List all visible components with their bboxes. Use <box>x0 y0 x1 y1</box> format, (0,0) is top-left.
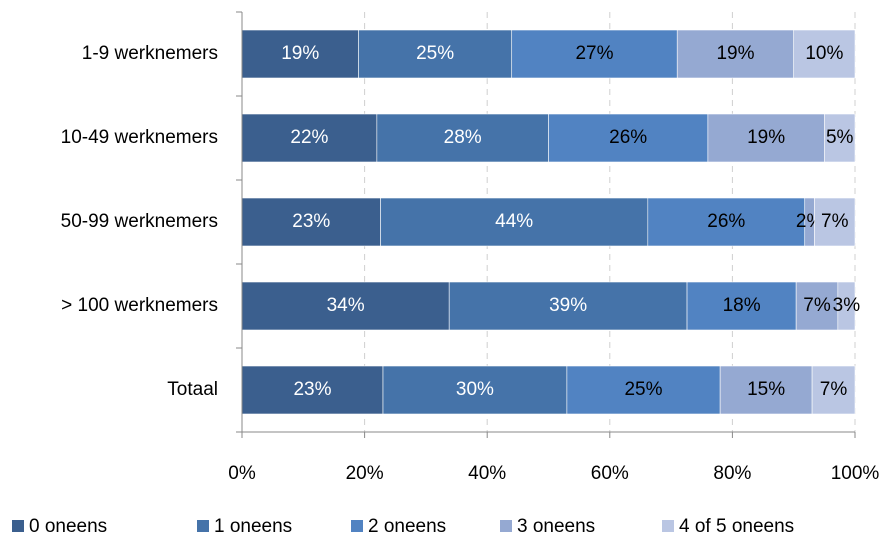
x-tick-label: 20% <box>346 463 384 484</box>
y-tick-label: 10-49 werknemers <box>61 127 218 148</box>
x-tick-label: 0% <box>228 463 256 484</box>
legend-swatch <box>12 520 24 532</box>
data-label: 19% <box>281 43 319 64</box>
bar-segment <box>837 281 856 331</box>
legend-label: 1 oneens <box>214 516 292 537</box>
data-label: 15% <box>747 379 785 400</box>
data-label: 23% <box>293 379 331 400</box>
data-label: 3% <box>833 295 861 316</box>
data-label: 7% <box>820 379 848 400</box>
bar-segment <box>686 281 797 331</box>
x-tick-label: 80% <box>713 463 751 484</box>
bar-segment <box>707 113 825 163</box>
bar-segment <box>511 29 678 79</box>
bar-segment <box>719 365 813 415</box>
data-label: 18% <box>723 295 761 316</box>
bar-segment <box>380 197 649 247</box>
data-label: 5% <box>826 127 854 148</box>
bar-segment <box>647 197 806 247</box>
bar-segment <box>358 29 513 79</box>
y-tick-label: Totaal <box>167 379 218 400</box>
bar-segment <box>811 365 856 415</box>
bar-segment <box>676 29 794 79</box>
legend-label: 4 of 5 oneens <box>679 516 794 537</box>
legend-swatch <box>197 520 209 532</box>
y-tick-label: 1-9 werknemers <box>82 43 218 64</box>
bar-segment <box>793 29 856 79</box>
legend-swatch <box>662 520 674 532</box>
data-label: 10% <box>805 43 843 64</box>
data-label: 25% <box>416 43 454 64</box>
x-tick-label: 60% <box>591 463 629 484</box>
y-tick-label: 50-99 werknemers <box>61 211 218 232</box>
data-label: 7% <box>821 211 849 232</box>
data-label: 25% <box>624 379 662 400</box>
data-label: 39% <box>549 295 587 316</box>
bar-segment <box>795 281 839 331</box>
data-label: 30% <box>456 379 494 400</box>
legend-label: 2 oneens <box>368 516 446 537</box>
bar-segment <box>814 197 856 247</box>
legend-label: 0 oneens <box>29 516 107 537</box>
legend-label: 3 oneens <box>517 516 595 537</box>
bar-segment <box>241 365 384 415</box>
bar-segment <box>241 113 378 163</box>
data-label: 26% <box>609 127 647 148</box>
x-tick-label: 40% <box>468 463 506 484</box>
data-label: 26% <box>707 211 745 232</box>
data-label: 23% <box>292 211 330 232</box>
data-label: 34% <box>327 295 365 316</box>
data-label: 22% <box>290 127 328 148</box>
x-tick-label: 100% <box>831 463 880 484</box>
data-label: 44% <box>495 211 533 232</box>
bar-segment <box>448 281 688 331</box>
data-label: 7% <box>803 295 831 316</box>
data-label: 28% <box>444 127 482 148</box>
data-label: 19% <box>716 43 754 64</box>
bar-segment <box>382 365 568 415</box>
y-tick-label: > 100 werknemers <box>61 295 218 316</box>
data-label: 27% <box>575 43 613 64</box>
bar-segment <box>824 113 856 163</box>
data-label: 19% <box>747 127 785 148</box>
bar-segment <box>548 113 709 163</box>
legend-swatch <box>500 520 512 532</box>
legend-swatch <box>351 520 363 532</box>
bar-segment <box>566 365 721 415</box>
